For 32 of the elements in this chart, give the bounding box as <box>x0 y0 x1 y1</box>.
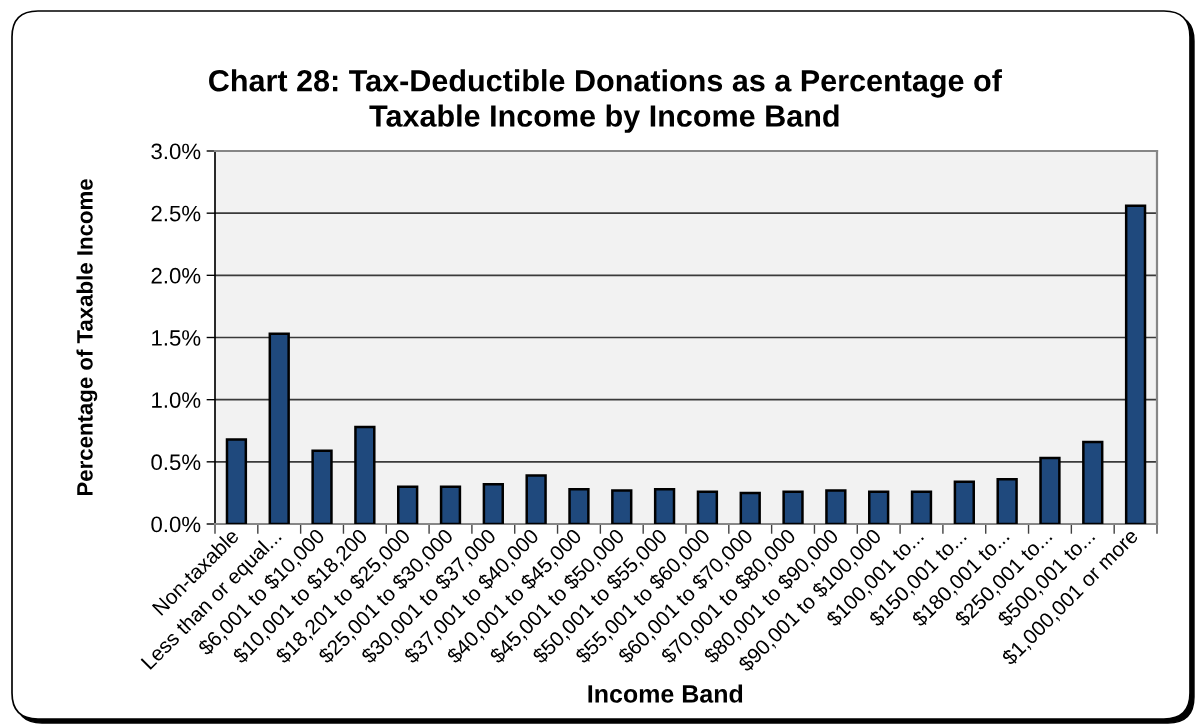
bar <box>1082 440 1104 524</box>
y-axis-title: Percentage of Taxable Income <box>76 179 98 496</box>
bar <box>482 482 504 524</box>
bar <box>653 487 676 524</box>
y-tick-label: 2.5% <box>151 205 201 222</box>
bar <box>311 449 333 524</box>
bar <box>397 485 419 524</box>
bar <box>696 490 719 524</box>
bar <box>268 332 290 524</box>
chart-title: Chart 28: Tax-Deductible Donations as a Percentage of Taxable Income by Income Band <box>209 69 1002 133</box>
bar <box>225 438 248 524</box>
bar <box>782 490 804 524</box>
bar <box>354 425 376 524</box>
bar <box>910 490 933 524</box>
bar <box>996 477 1018 524</box>
bar <box>739 491 761 524</box>
y-tick-label: 1.0% <box>152 392 201 408</box>
bar <box>611 489 633 524</box>
y-tick-label: 0.0% <box>151 516 201 533</box>
bar <box>953 480 975 524</box>
bar <box>1039 456 1061 524</box>
bar <box>439 485 462 524</box>
x-axis-title: Income Band <box>588 684 743 703</box>
y-tick-label: 1.5% <box>152 330 201 346</box>
y-tick-label: 2.0% <box>151 267 201 284</box>
bar <box>868 490 890 524</box>
bar <box>525 474 547 524</box>
y-tick-label: 3.0% <box>151 143 201 160</box>
bar <box>568 487 590 524</box>
bar <box>1124 204 1147 524</box>
y-tick-label: 0.5% <box>151 454 201 471</box>
bar <box>825 489 847 524</box>
